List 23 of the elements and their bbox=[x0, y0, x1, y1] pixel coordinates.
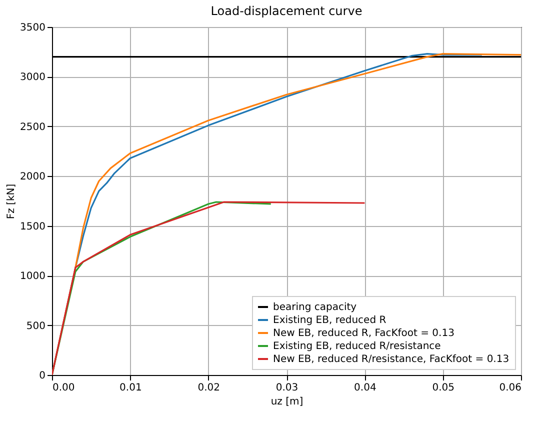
y-tick-label: 3000 bbox=[20, 72, 46, 84]
legend-label: Existing EB, reduced R bbox=[273, 315, 386, 326]
y-tick-label: 2000 bbox=[20, 172, 46, 183]
x-tick-label: 0.06 bbox=[499, 382, 522, 394]
legend-label: New EB, reduced R, FacKfoot = 0.13 bbox=[273, 328, 454, 339]
y-axis-title: Fz [kN] bbox=[6, 184, 18, 220]
chart-title: Load-displacement curve bbox=[210, 4, 362, 18]
y-tick-label: 1000 bbox=[20, 271, 46, 282]
x-tick-label: 0.01 bbox=[120, 382, 142, 394]
legend-label: bearing capacity bbox=[273, 302, 357, 313]
x-tick-label: 0.00 bbox=[52, 382, 75, 394]
x-tick-label: 0.04 bbox=[354, 382, 376, 394]
x-axis-title: uz [m] bbox=[270, 396, 304, 408]
x-tick-label: 0.02 bbox=[198, 382, 220, 394]
y-tick-label: 0 bbox=[39, 370, 46, 382]
y-tick-label: 1500 bbox=[20, 221, 46, 232]
x-tick-label: 0.05 bbox=[432, 382, 454, 394]
y-tick-label: 2500 bbox=[20, 122, 46, 133]
y-tick-label: 500 bbox=[26, 320, 46, 332]
legend-label: Existing EB, reduced R/resistance bbox=[273, 341, 441, 352]
y-tick-label: 3500 bbox=[20, 22, 46, 34]
x-tick-label: 0.03 bbox=[276, 382, 298, 394]
legend-label: New EB, reduced R/resistance, FacKfoot = 0.13 bbox=[273, 354, 510, 365]
